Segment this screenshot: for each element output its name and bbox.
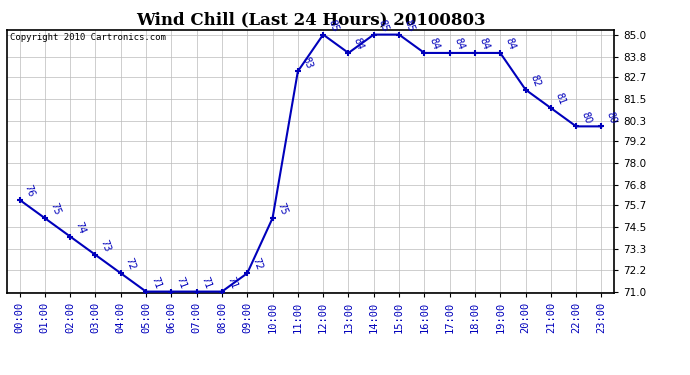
Text: 76: 76 — [23, 183, 36, 198]
Text: 71: 71 — [225, 275, 239, 290]
Text: 80: 80 — [604, 110, 618, 125]
Text: 83: 83 — [301, 55, 315, 70]
Text: 84: 84 — [503, 36, 517, 51]
Text: 85: 85 — [402, 18, 415, 33]
Text: 84: 84 — [453, 36, 466, 51]
Text: 84: 84 — [427, 36, 441, 51]
Text: 71: 71 — [149, 275, 163, 290]
Text: 81: 81 — [554, 92, 567, 106]
Text: 75: 75 — [275, 201, 289, 217]
Text: 82: 82 — [529, 73, 542, 88]
Text: 84: 84 — [478, 36, 491, 51]
Text: 72: 72 — [250, 256, 264, 272]
Text: 74: 74 — [73, 220, 87, 235]
Text: 85: 85 — [377, 18, 391, 33]
Text: 75: 75 — [48, 201, 61, 217]
Text: 73: 73 — [99, 238, 112, 254]
Text: 80: 80 — [579, 110, 593, 125]
Title: Wind Chill (Last 24 Hours) 20100803: Wind Chill (Last 24 Hours) 20100803 — [136, 12, 485, 28]
Text: 84: 84 — [351, 36, 365, 51]
Text: 71: 71 — [199, 275, 213, 290]
Text: 71: 71 — [175, 275, 188, 290]
Text: 72: 72 — [124, 256, 137, 272]
Text: Copyright 2010 Cartronics.com: Copyright 2010 Cartronics.com — [10, 33, 166, 42]
Text: 85: 85 — [326, 18, 339, 33]
